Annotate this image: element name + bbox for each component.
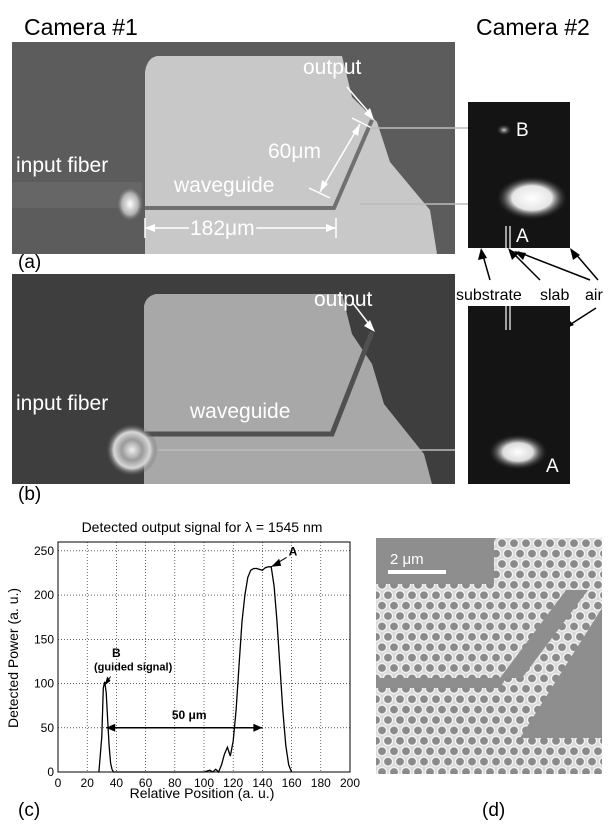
annotation-guided: (guided signal) <box>94 661 173 673</box>
input-fiber-label-a: input fiber <box>16 154 108 177</box>
waveguide-path-b <box>144 331 375 437</box>
output-arrowhead-a <box>364 108 374 120</box>
y-tick-label: 250 <box>34 544 54 558</box>
chart-ticks: 0 20 40 60 80 100 120 140 160 180 200 0 50 100 150 200 2… <box>34 544 360 790</box>
panel-b-letter: (b) <box>18 484 42 505</box>
x-tick-label: 60 <box>139 776 153 790</box>
annotation-span: 50 μm <box>172 708 207 722</box>
panel-b-camera2-image: A <box>468 306 570 484</box>
dim-60-arrow-top <box>352 124 360 136</box>
waveguide-path <box>145 119 374 210</box>
camera1-label: Camera #1 <box>24 14 138 40</box>
air-arrow-down <box>567 307 597 327</box>
camera2-label: Camera #2 <box>476 14 590 40</box>
dim-60-tick-bottom <box>308 187 331 199</box>
chart-series-line <box>98 566 293 774</box>
photonic-crystal-lattice <box>376 538 602 774</box>
slab-arrowhead-up <box>508 248 518 260</box>
substrate-arrowhead-up <box>478 248 487 260</box>
x-tick-label: 200 <box>340 776 360 790</box>
annotation-a-arrowhead <box>271 558 282 567</box>
spot-a-label: A <box>516 226 529 247</box>
camera2-background-a <box>468 102 570 248</box>
sem-unpatterned-corner <box>376 538 494 584</box>
input-fiber-label-b: input fiber <box>16 392 108 415</box>
substrate-label: substrate <box>456 287 522 304</box>
span-arrowhead-right <box>253 723 263 732</box>
y-tick-label: 100 <box>34 677 54 691</box>
x-tick-label: 120 <box>223 776 243 790</box>
y-tick-label: 50 <box>41 721 55 735</box>
output-arrowhead-b <box>364 320 375 332</box>
spot-a-label-b: A <box>546 456 559 477</box>
dim-182-arrow-right <box>326 224 336 232</box>
panel-d-sem-image: 2 μm <box>376 538 602 774</box>
annotation-b: B <box>112 646 121 660</box>
annotation-b-arrowhead <box>104 676 111 686</box>
dim-60-line <box>319 123 361 193</box>
panel-a-camera2-image: B A <box>468 102 570 248</box>
dim-60-arrow-bottom <box>320 180 328 192</box>
panel-c-chart: Detected output signal for λ = 1545 nm 0… <box>5 519 360 801</box>
panel-d-letter: (d) <box>482 800 506 821</box>
spot-b-label: B <box>516 120 529 141</box>
air-arrowhead-slab <box>514 251 526 260</box>
slab-label: slab <box>540 287 570 304</box>
output-label-a: output <box>303 56 362 79</box>
x-tick-label: 0 <box>55 776 62 790</box>
y-tick-label: 200 <box>34 588 54 602</box>
y-tick-label: 150 <box>34 632 54 646</box>
air-arrow-up <box>573 251 599 281</box>
scale-bar-label: 2 μm <box>390 551 424 568</box>
bent-waveguide-channel <box>500 590 588 678</box>
layer-label-arrows <box>478 248 599 281</box>
spot-a-b <box>488 434 548 470</box>
fiber-mode-pattern <box>106 424 158 476</box>
x-tick-label: 80 <box>168 776 182 790</box>
x-tick-label: 160 <box>282 776 302 790</box>
chart-annotations: A B(guided signal) 50 μm <box>94 544 298 732</box>
air-arrowhead-up <box>570 248 580 260</box>
waveguide-label-b: waveguide <box>189 400 290 423</box>
output-label-b: output <box>314 288 373 311</box>
x-tick-label: 140 <box>252 776 272 790</box>
spot-b <box>496 124 512 136</box>
dim-182-arrow-left <box>145 224 155 232</box>
x-tick-label: 20 <box>81 776 95 790</box>
air-arrow-slab <box>517 251 591 281</box>
panel-c-letter: (c) <box>18 800 41 821</box>
annotation-a: A <box>289 544 298 558</box>
fiber-facet-glow <box>116 186 144 222</box>
dim-182-label: 182μm <box>190 217 255 240</box>
waveguide-label-a: waveguide <box>173 174 274 197</box>
panel-a-letter: (a) <box>18 252 42 273</box>
dim-60-label: 60μm <box>268 140 321 163</box>
chart-ylabel: Detected Power (a. u.) <box>5 588 21 728</box>
air-label: air <box>585 287 603 304</box>
chart-title: Detected output signal for λ = 1545 nm <box>82 519 323 535</box>
x-tick-label: 100 <box>194 776 214 790</box>
y-tick-label: 0 <box>47 765 54 779</box>
chart-xlabel: Relative Position (a. u.) <box>130 785 275 801</box>
panel-a-camera1-image: input fiber waveguide output 60μm 182μm <box>12 42 455 254</box>
slab-arrow-up <box>511 251 541 281</box>
span-arrowhead-left <box>106 723 116 732</box>
x-tick-label: 40 <box>110 776 124 790</box>
x-tick-label: 180 <box>311 776 331 790</box>
spot-a <box>496 176 568 220</box>
panel-b-camera1-image: input fiber waveguide output <box>12 274 455 484</box>
dim-60-tick-top <box>351 117 373 129</box>
straight-waveguide-channel <box>376 678 506 688</box>
